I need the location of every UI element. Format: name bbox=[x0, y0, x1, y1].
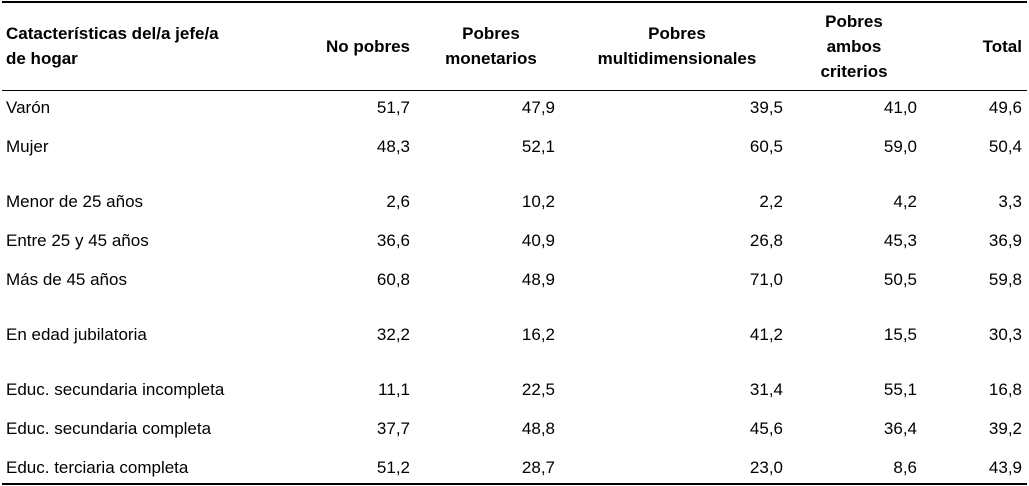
header-cell: Catacterísticas del/a jefe/a de hogar bbox=[6, 2, 296, 90]
cell-value: 51,2 bbox=[376, 458, 410, 477]
cell-value: 55,1 bbox=[883, 380, 917, 399]
cell-value: 36,9 bbox=[988, 231, 1022, 250]
cell-value: 22,5 bbox=[521, 380, 555, 399]
cell-value: 60,8 bbox=[376, 270, 410, 289]
cell-value: 48,9 bbox=[521, 270, 555, 289]
cell-value: 60,5 bbox=[749, 137, 783, 156]
header-line: Catacterísticas del/a jefe/a bbox=[6, 24, 219, 43]
cell-value: 47,9 bbox=[521, 98, 555, 117]
cell-value: 28,7 bbox=[521, 458, 555, 477]
cell-value: 4,2 bbox=[893, 192, 917, 211]
cell-value: 36,4 bbox=[883, 419, 917, 438]
cell-value: 16,8 bbox=[988, 380, 1022, 399]
cell-value: 3,3 bbox=[998, 192, 1022, 211]
header-line: Total bbox=[982, 36, 1022, 56]
cell-value: 11,1 bbox=[378, 380, 410, 399]
cell-value: 43,9 bbox=[988, 458, 1022, 477]
bottom-rule bbox=[2, 483, 1027, 485]
row-label: En edad jubilatoria bbox=[6, 325, 147, 344]
header-line: monetarios bbox=[445, 49, 537, 68]
header-line: Pobres bbox=[825, 11, 883, 31]
cell-value: 45,6 bbox=[749, 419, 783, 438]
cell-value: 50,4 bbox=[988, 137, 1022, 156]
cell-value: 59,8 bbox=[988, 270, 1022, 289]
header-cell: Pobres ambos criterios bbox=[792, 2, 916, 90]
cell-value: 48,8 bbox=[521, 419, 555, 438]
header-line: ambos bbox=[826, 36, 882, 56]
cell-value: 39,2 bbox=[988, 419, 1022, 438]
cell-value: 32,2 bbox=[376, 325, 410, 344]
header-line: Pobres bbox=[462, 24, 520, 43]
header-rule bbox=[2, 90, 1027, 91]
row-label: Mujer bbox=[6, 137, 49, 156]
cell-value: 49,6 bbox=[988, 98, 1022, 117]
row-label: Educ. secundaria incompleta bbox=[6, 380, 225, 399]
header-cell: Pobres monetarios bbox=[425, 2, 557, 90]
row-label: Entre 25 y 45 años bbox=[6, 231, 149, 250]
cell-value: 2,2 bbox=[759, 192, 783, 211]
header-line: de hogar bbox=[6, 49, 78, 68]
header-cell: Pobres multidimensionales bbox=[570, 2, 784, 90]
cell-value: 15,5 bbox=[883, 325, 917, 344]
cell-value: 37,7 bbox=[376, 419, 410, 438]
row-label: Educ. terciaria completa bbox=[6, 458, 189, 477]
cell-value: 51,7 bbox=[376, 98, 410, 117]
top-rule bbox=[2, 1, 1027, 3]
cell-value: 41,2 bbox=[749, 325, 783, 344]
header-line: Pobres bbox=[648, 24, 706, 43]
header-line: criterios bbox=[820, 61, 888, 81]
header-line: multidimensionales bbox=[597, 49, 757, 68]
cell-value: 52,1 bbox=[521, 137, 555, 156]
row-label: Varón bbox=[6, 98, 51, 117]
cell-value: 71,0 bbox=[749, 270, 783, 289]
cell-value: 2,6 bbox=[386, 192, 410, 211]
header-cell: Total bbox=[930, 2, 1022, 90]
cell-value: 16,2 bbox=[521, 325, 555, 344]
cell-value: 48,3 bbox=[376, 137, 410, 156]
cell-value: 8,6 bbox=[893, 458, 917, 477]
header-line: No pobres bbox=[325, 36, 410, 56]
cell-value: 30,3 bbox=[988, 325, 1022, 344]
row-label: Educ. secundaria completa bbox=[6, 419, 212, 438]
cell-value: 45,3 bbox=[883, 231, 917, 250]
row-label: Menor de 25 años bbox=[6, 192, 144, 211]
cell-value: 59,0 bbox=[883, 137, 917, 156]
cell-value: 23,0 bbox=[749, 458, 783, 477]
cell-value: 39,5 bbox=[749, 98, 783, 117]
cell-value: 40,9 bbox=[521, 231, 555, 250]
cell-value: 31,4 bbox=[749, 380, 783, 399]
cell-value: 50,5 bbox=[883, 270, 917, 289]
cell-value: 10,2 bbox=[521, 192, 555, 211]
cell-value: 36,6 bbox=[376, 231, 410, 250]
header-cell: No pobres bbox=[296, 2, 420, 90]
cell-value: 26,8 bbox=[749, 231, 783, 250]
row-label: Más de 45 años bbox=[6, 270, 127, 289]
cell-value: 41,0 bbox=[883, 98, 917, 117]
